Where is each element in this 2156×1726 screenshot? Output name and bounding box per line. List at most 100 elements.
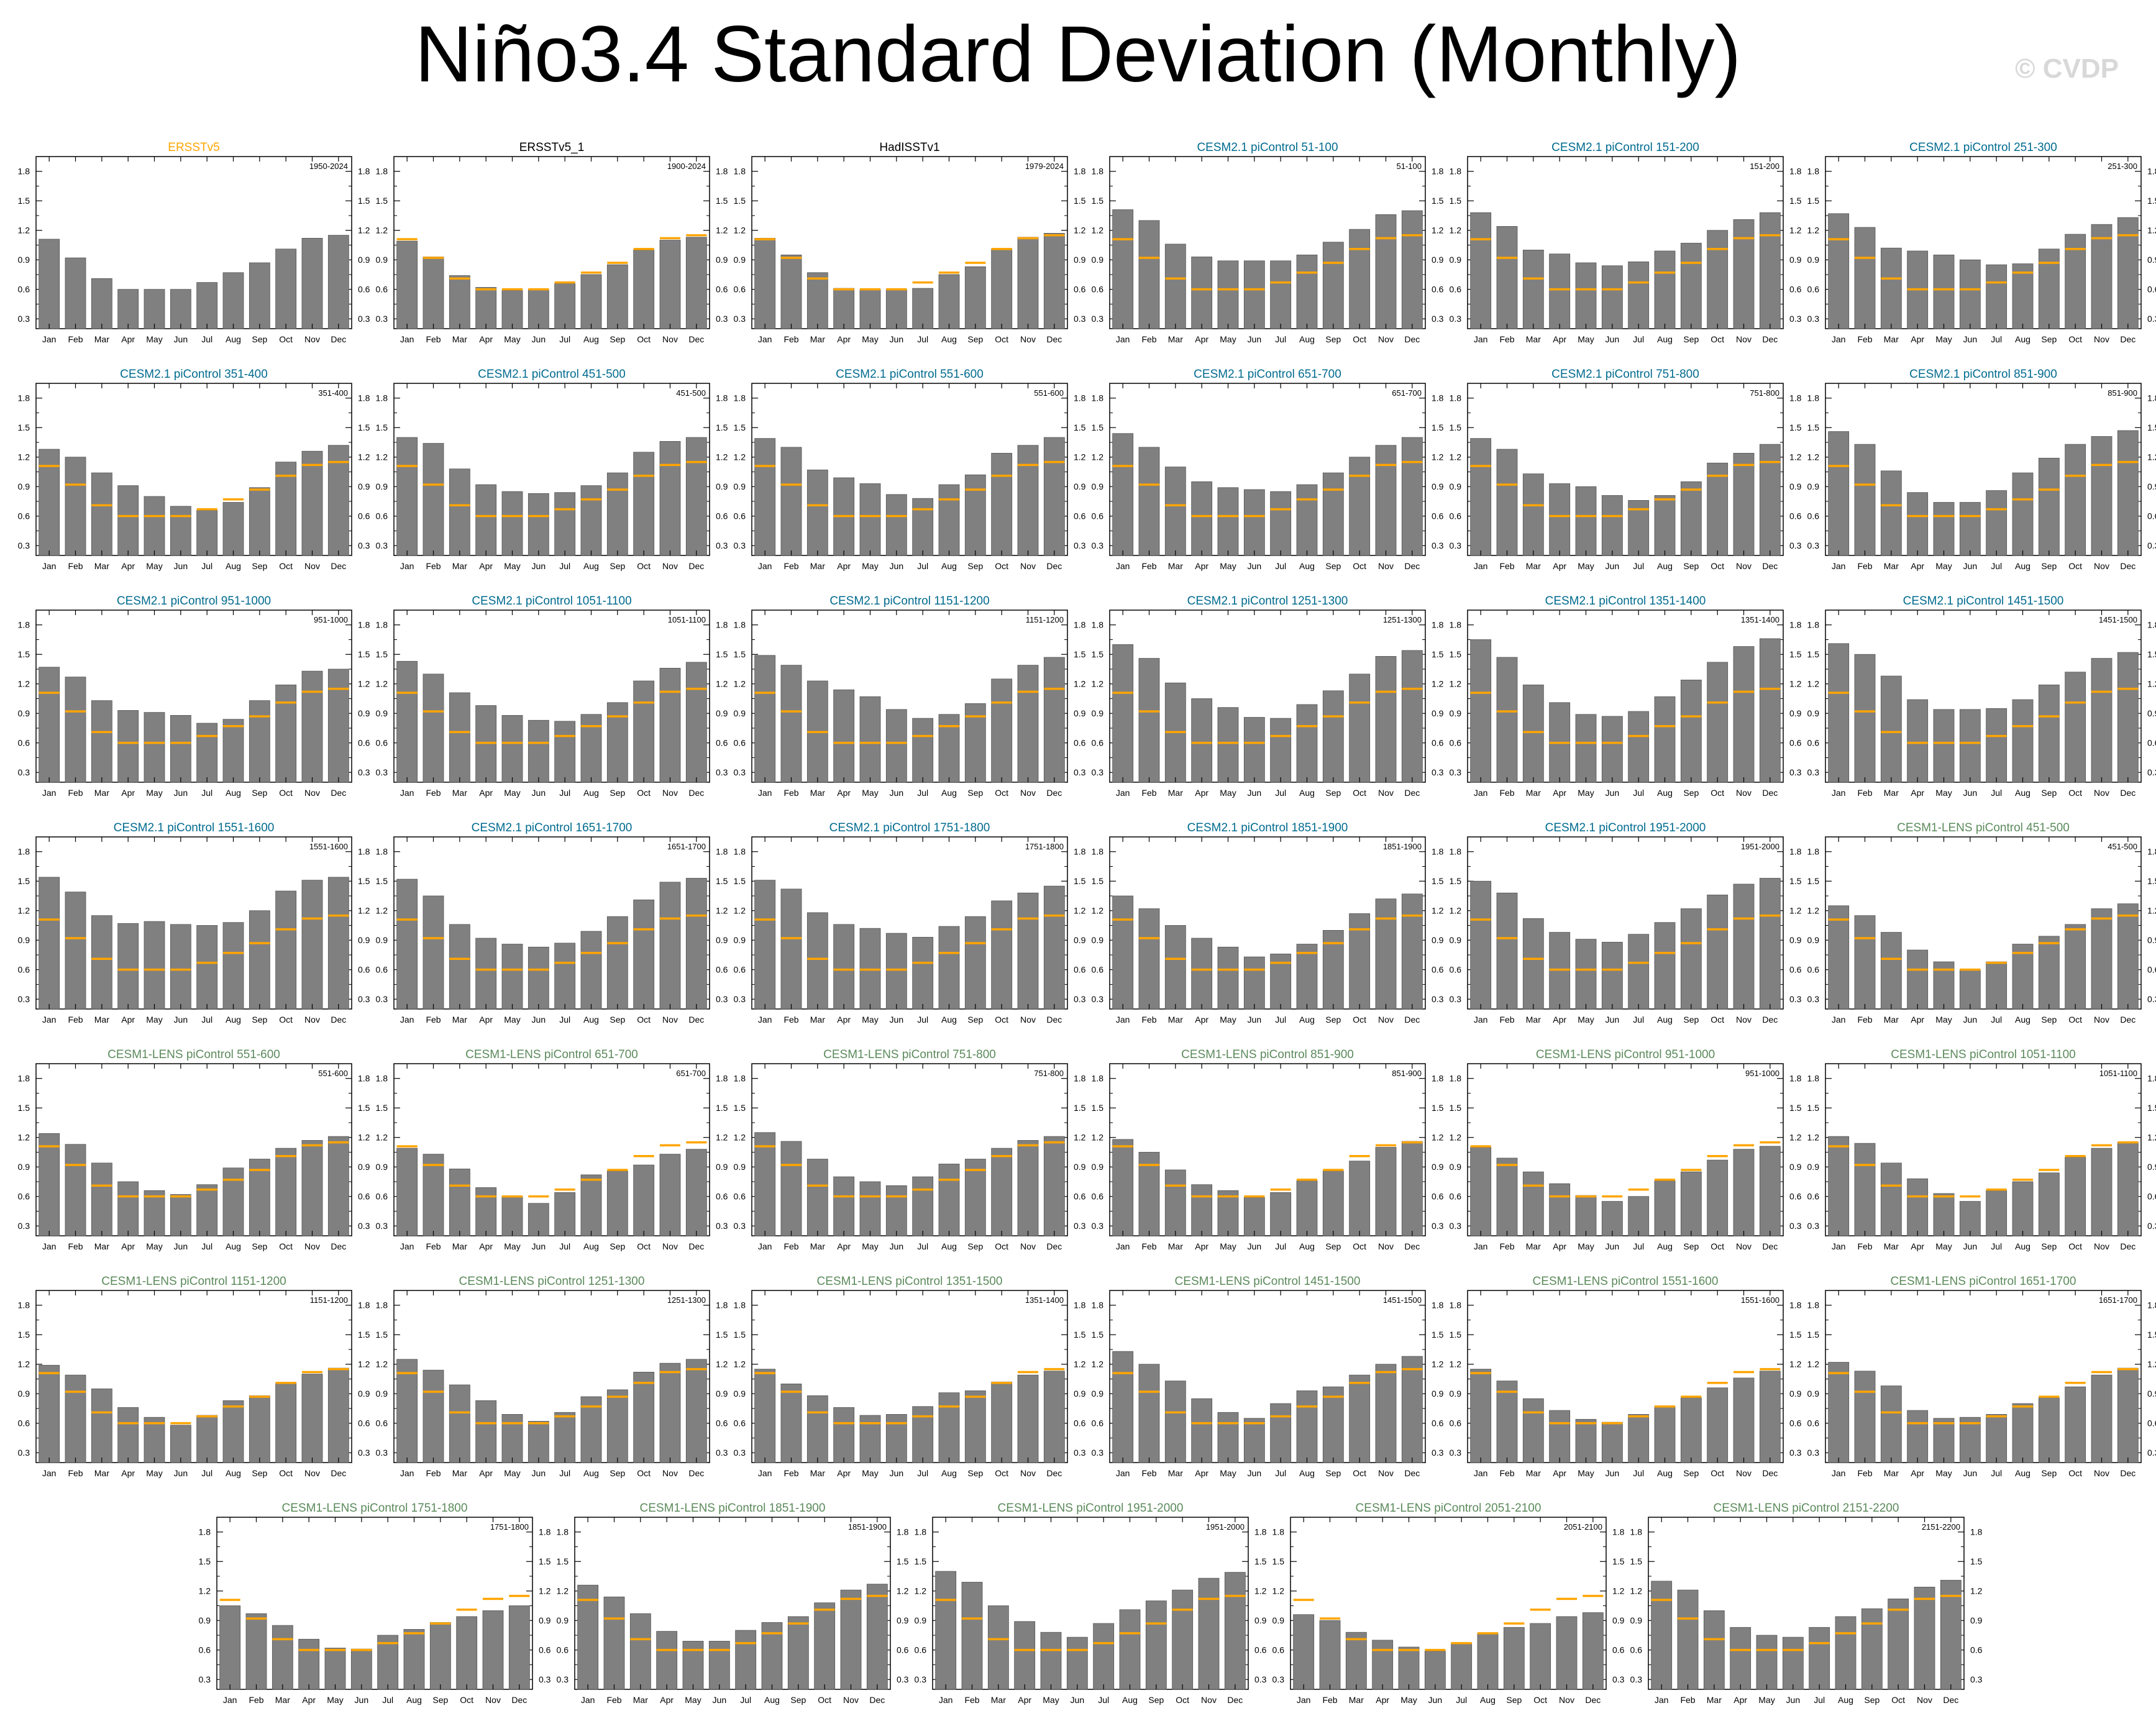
y-tick-label: 1.5 (376, 422, 388, 432)
x-tick-label: Feb (964, 1695, 979, 1705)
x-tick-label: Nov (2094, 1241, 2109, 1251)
y-tick-label: 0.6 (557, 1645, 569, 1655)
bar-aug (1296, 944, 1318, 1010)
x-tick-label: Mar (1168, 1015, 1183, 1025)
x-tick-label: Jan (1832, 788, 1846, 798)
chart-panel: CESM1-LENS piControl 1251-13001251-13000… (376, 1275, 728, 1478)
y-tick-label-right: 0.6 (1612, 1645, 1625, 1655)
x-tick-label: May (1400, 1695, 1417, 1705)
x-tick-label: Nov (304, 1015, 320, 1025)
y-tick-label: 1.8 (376, 393, 388, 403)
x-tick-label: Mar (810, 1468, 825, 1478)
y-tick-label: 1.8 (1807, 847, 1820, 857)
y-tick-label-right: 0.6 (716, 1418, 728, 1428)
y-tick-label-right: 1.2 (1789, 679, 1802, 689)
y-tick-label: 0.6 (1092, 511, 1104, 521)
bar-jul (912, 1406, 934, 1463)
x-tick-label: Sep (1683, 334, 1699, 344)
period-label: 851-900 (1392, 1069, 1422, 1078)
x-tick-label: Sep (1325, 1015, 1341, 1025)
bar-jan (1112, 895, 1134, 1010)
y-tick-label-right: 0.9 (1432, 255, 1444, 265)
y-tick-label: 0.9 (1807, 935, 1820, 945)
x-tick-label: Feb (1141, 1241, 1156, 1251)
bar-aug (1835, 1616, 1857, 1690)
bar-jun (1601, 716, 1623, 783)
y-tick-label-right: 0.9 (1432, 1389, 1444, 1399)
x-tick-label: Mar (1526, 1241, 1541, 1251)
x-tick-label: Nov (1020, 788, 1036, 798)
bar-mar (1164, 925, 1186, 1010)
y-tick-label: 1.2 (1807, 452, 1820, 462)
y-tick-label: 1.8 (734, 1074, 746, 1084)
bar-dec (685, 878, 707, 1010)
bar-sep (1322, 690, 1344, 783)
y-tick-label-right: 0.6 (1789, 285, 1802, 295)
y-tick-label-right: 1.8 (358, 620, 370, 630)
y-tick-label: 0.3 (1807, 541, 1820, 550)
x-tick-label: Apr (1911, 1468, 1924, 1478)
x-tick-label: Sep (610, 1241, 625, 1251)
x-tick-label: Sep (967, 788, 983, 798)
x-tick-label: Feb (1499, 1015, 1514, 1025)
y-tick-label-right: 1.2 (1789, 1133, 1802, 1143)
bar-feb (1138, 447, 1160, 556)
y-tick-label: 0.9 (1092, 255, 1104, 265)
y-tick-label: 0.9 (18, 1389, 30, 1399)
bar-sep (606, 916, 628, 1010)
panel-title: CESM2.1 piControl 1551-1600 (114, 821, 275, 834)
bar-nov (1017, 1374, 1039, 1463)
x-tick-label: Apr (837, 1468, 851, 1478)
y-tick-label: 1.2 (376, 1359, 388, 1369)
y-tick-label-right: 0.9 (1432, 1162, 1444, 1172)
bar-jul (735, 1630, 757, 1690)
bar-mar (629, 1613, 651, 1690)
x-tick-label: Oct (1711, 1468, 1724, 1478)
y-tick-label: 0.3 (734, 541, 746, 550)
x-tick-label: Aug (226, 1241, 241, 1251)
bar-feb (1319, 1620, 1341, 1690)
x-tick-label: Aug (226, 788, 241, 798)
y-tick-label: 0.9 (376, 935, 388, 945)
bar-feb (1496, 1381, 1518, 1463)
y-tick-label: 0.9 (18, 255, 30, 265)
x-tick-label: Sep (1325, 1468, 1341, 1478)
x-tick-label: Nov (1917, 1695, 1932, 1705)
y-tick-label: 1.5 (18, 1330, 30, 1340)
bar-mar (1164, 1381, 1186, 1463)
bar-aug (1654, 1180, 1676, 1236)
y-tick-label-right: 1.5 (1432, 876, 1444, 886)
x-tick-label: Jun (532, 788, 546, 798)
y-tick-label: 0.6 (1807, 1418, 1820, 1428)
bar-jul (1270, 718, 1292, 783)
x-tick-label: Mar (1884, 561, 1899, 571)
y-tick-label-right: 0.6 (2147, 1418, 2156, 1428)
y-tick-label: 0.6 (1807, 1192, 1820, 1202)
panel-title: CESM2.1 piControl 1051-1100 (472, 595, 631, 608)
bar-nov (1733, 452, 1755, 556)
bar-aug (938, 274, 960, 329)
y-tick-label: 1.2 (734, 679, 746, 689)
period-label: 1951-2000 (1206, 1522, 1245, 1532)
x-tick-label: Oct (279, 1241, 293, 1251)
bar-feb (1496, 657, 1518, 783)
x-tick-label: Feb (1857, 1241, 1872, 1251)
y-tick-label-right: 1.2 (2147, 452, 2156, 462)
bar-oct (1349, 1161, 1371, 1236)
x-tick-label: Oct (2068, 1468, 2082, 1478)
panel-title: ERSSTv5_1 (519, 141, 585, 154)
y-tick-label-right: 1.5 (1789, 876, 1802, 886)
y-tick-label: 1.2 (1450, 226, 1462, 235)
bar-nov (2091, 908, 2113, 1010)
bar-mar (91, 472, 112, 556)
bar-mar (1522, 249, 1544, 329)
bar-apr (833, 1407, 855, 1463)
x-tick-label: Nov (1378, 1015, 1394, 1025)
x-tick-label: Nov (662, 561, 678, 571)
x-tick-label: Oct (1353, 1468, 1366, 1478)
plot-frame (1109, 383, 1426, 556)
x-tick-label: Aug (1657, 334, 1673, 344)
y-tick-label: 0.6 (18, 1192, 30, 1202)
y-tick-label: 0.6 (734, 511, 746, 521)
